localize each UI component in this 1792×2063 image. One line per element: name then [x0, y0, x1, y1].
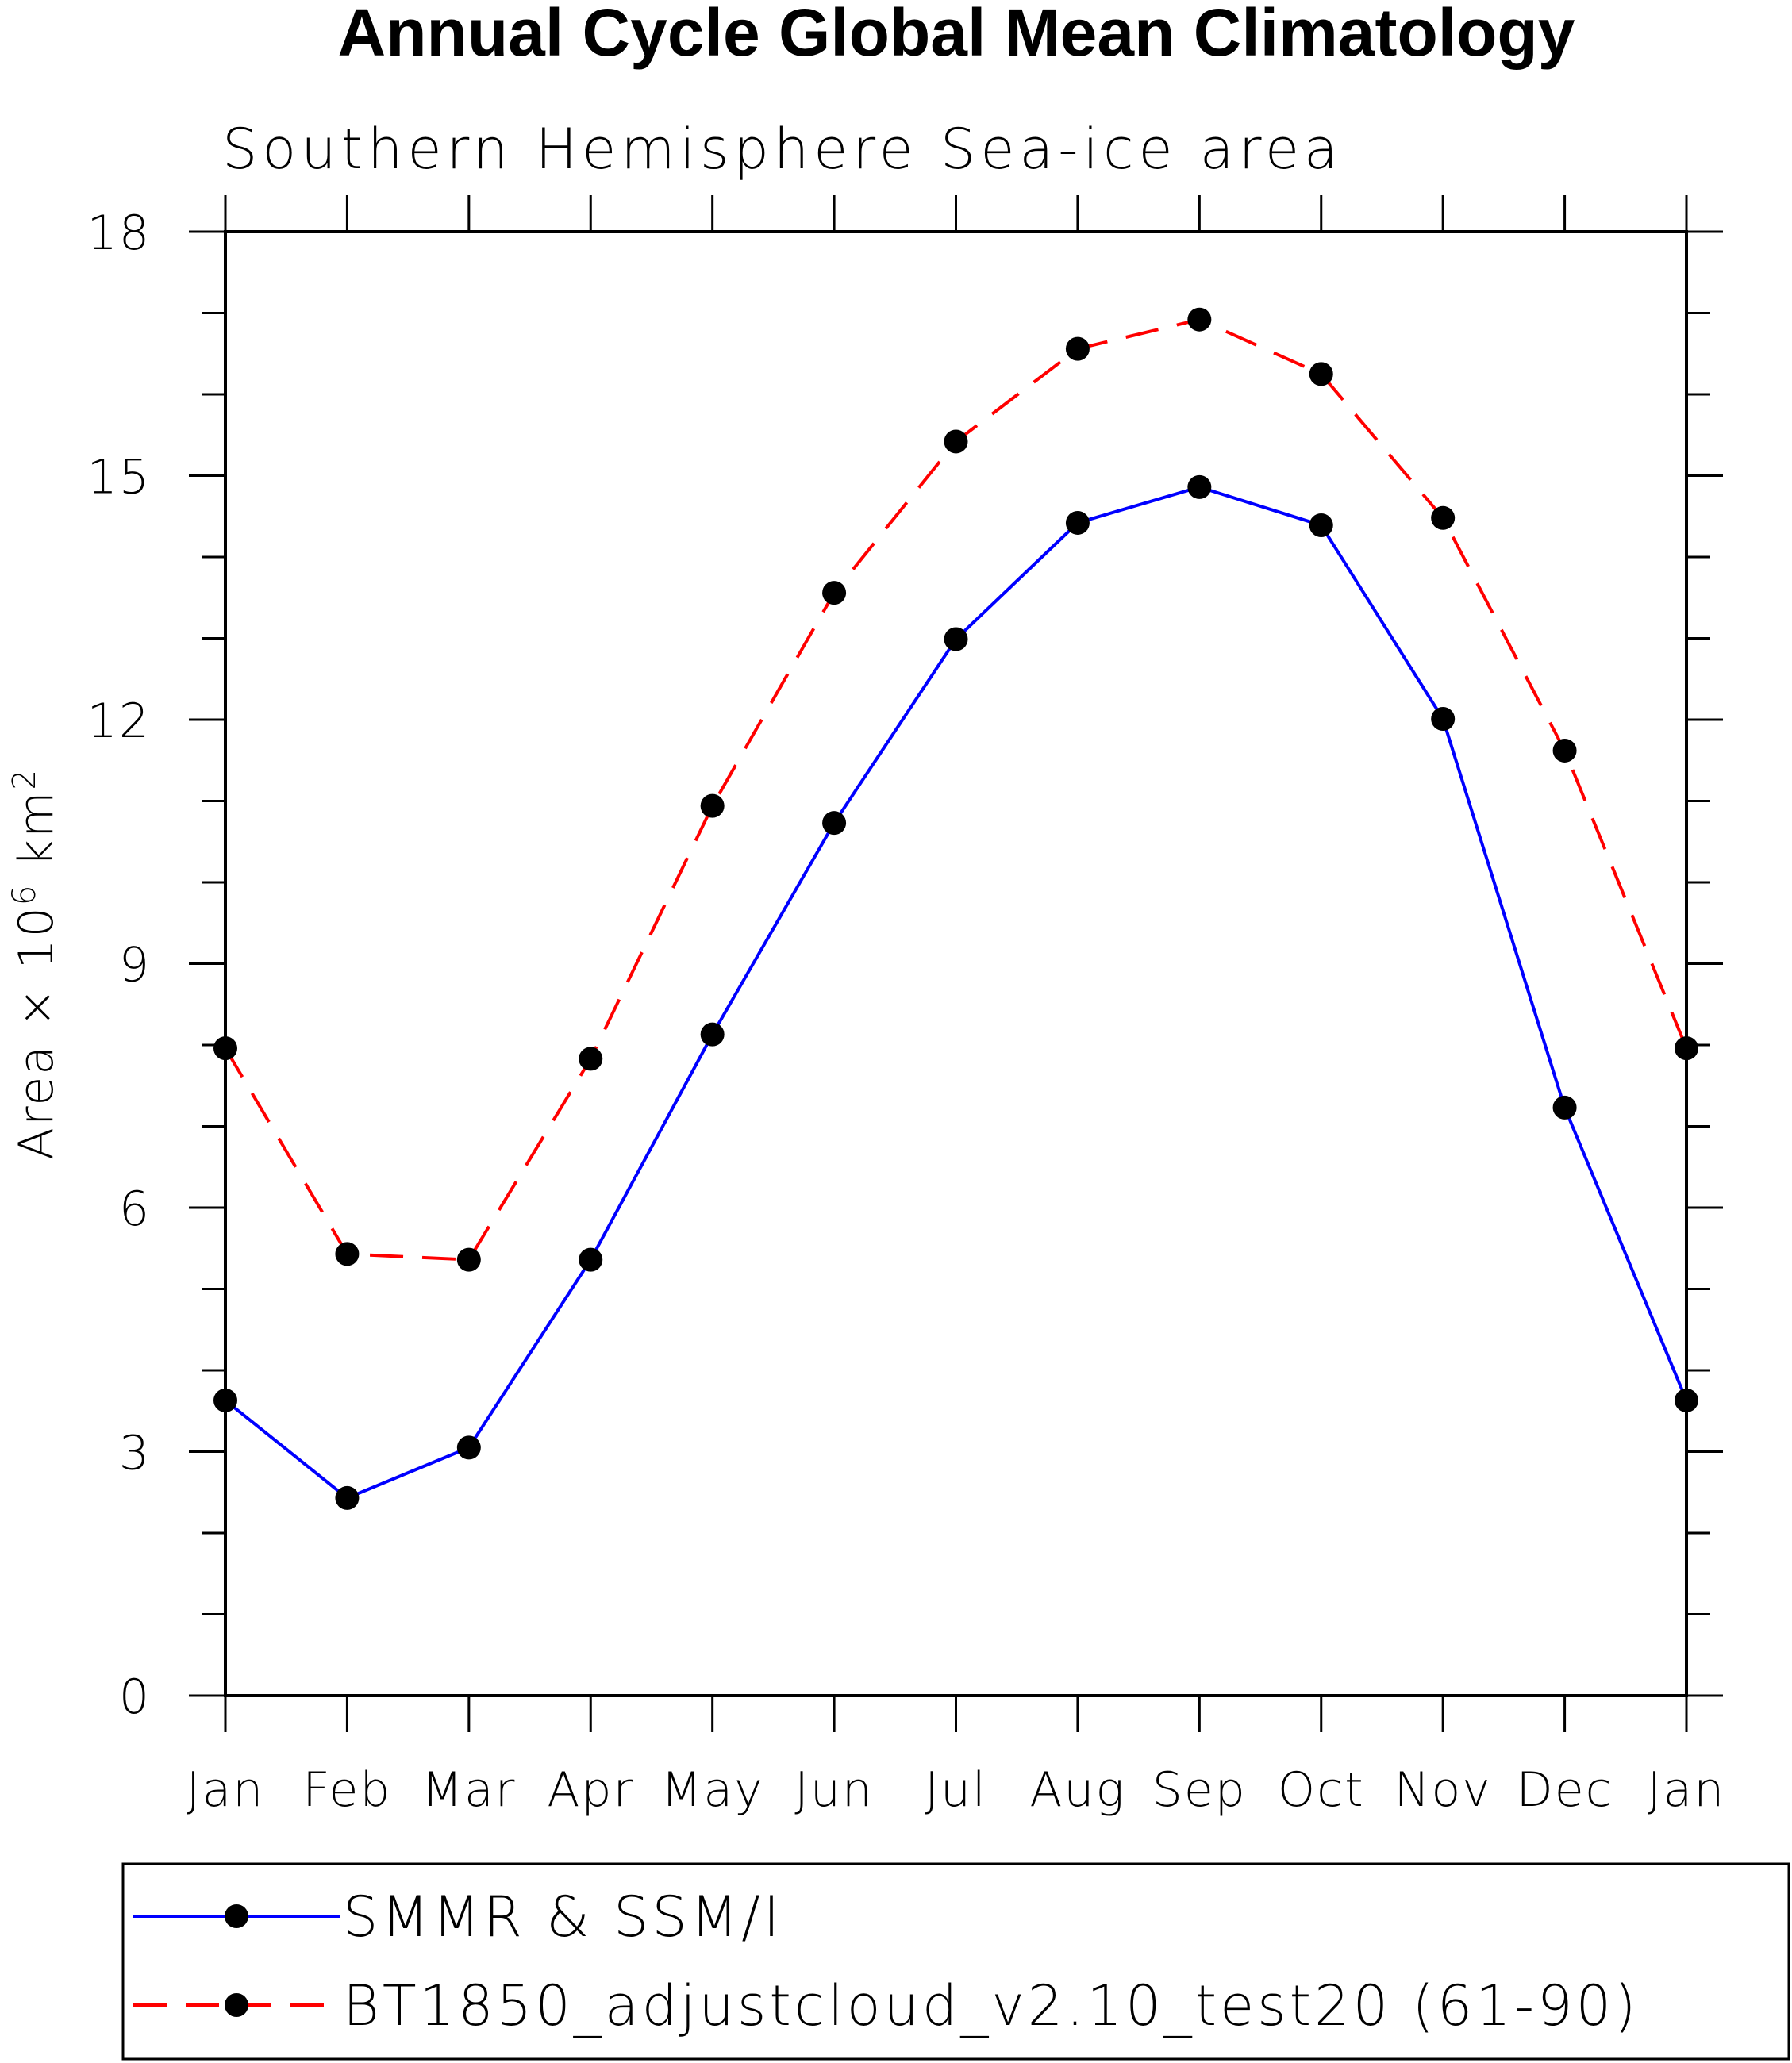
data-point-0	[700, 1022, 725, 1047]
y-tick-label: 9	[119, 938, 151, 993]
y-tick-label: 15	[87, 450, 151, 505]
data-point-0	[456, 1435, 481, 1460]
x-tick-label: Jun	[794, 1762, 874, 1818]
data-point-1	[579, 1047, 603, 1071]
data-point-1	[1065, 336, 1090, 361]
data-point-1	[1552, 738, 1577, 763]
data-point-1	[822, 581, 847, 605]
legend-marker-0	[225, 1904, 248, 1928]
data-point-0	[213, 1388, 237, 1412]
y-tick-label: 3	[119, 1426, 151, 1481]
x-tick-label: Jan	[1648, 1762, 1726, 1818]
data-point-0	[1675, 1388, 1698, 1412]
x-tick-label: May	[661, 1762, 764, 1818]
y-tick-label: 18	[87, 206, 151, 261]
data-point-0	[335, 1485, 360, 1510]
data-point-0	[1187, 474, 1212, 499]
legend-label-0: SMMR & SSM/I	[343, 1884, 783, 1950]
data-point-0	[1065, 510, 1090, 535]
data-point-1	[1309, 362, 1333, 386]
data-point-1	[944, 429, 968, 454]
data-point-1	[1675, 1036, 1698, 1061]
data-point-0	[1309, 513, 1333, 538]
x-tick-label: Mar	[421, 1762, 516, 1818]
x-tick-label: Jul	[925, 1762, 986, 1818]
y-axis-label: Area × 106 km2	[6, 768, 64, 1160]
data-point-0	[822, 811, 847, 836]
y-tick-label: 12	[87, 693, 151, 749]
data-point-0	[944, 627, 968, 651]
y-tick-label: 6	[119, 1181, 151, 1237]
x-tick-label: Nov	[1394, 1762, 1492, 1818]
chart-title: Annual Cycle Global Mean Climatology	[338, 0, 1575, 70]
x-tick-label: Aug	[1029, 1762, 1125, 1818]
series-line-1	[224, 317, 1688, 1262]
chart-subtitle: Southern Hemisphere Sea-ice area	[222, 117, 1343, 182]
data-point-1	[213, 1036, 237, 1061]
data-point-1	[700, 793, 725, 818]
x-tick-label: Dec	[1517, 1762, 1613, 1818]
x-tick-label: Feb	[302, 1762, 391, 1818]
data-point-0	[579, 1247, 603, 1272]
x-tick-label: Jan	[187, 1762, 265, 1818]
legend-box	[121, 1862, 1790, 2061]
data-point-1	[335, 1242, 360, 1266]
x-tick-label: Apr	[547, 1762, 634, 1818]
data-point-0	[1552, 1095, 1577, 1120]
data-point-1	[1431, 505, 1456, 530]
data-point-0	[1431, 706, 1456, 731]
x-tick-label: Sep	[1152, 1762, 1247, 1818]
data-point-1	[1187, 307, 1212, 332]
x-tick-label: Oct	[1278, 1762, 1365, 1818]
legend-marker-1	[225, 1993, 248, 2017]
legend-label-1: BT1850_adjustcloud_v2.10_test20 (61-90)	[343, 1973, 1639, 2038]
y-tick-label: 0	[119, 1669, 151, 1725]
data-point-1	[456, 1247, 481, 1272]
